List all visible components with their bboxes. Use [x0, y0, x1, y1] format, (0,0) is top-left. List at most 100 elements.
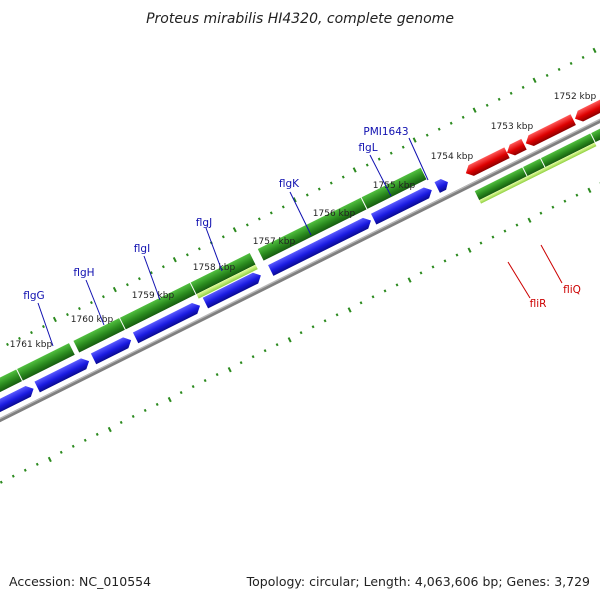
- tick-mark: [251, 355, 255, 359]
- gene-leader-line: [408, 137, 429, 181]
- tick-mark: [497, 97, 501, 101]
- tick-mark: [172, 256, 177, 263]
- kbp-label: 1752 kbp: [554, 92, 597, 102]
- tick-mark: [239, 361, 243, 365]
- tick-mark: [71, 444, 75, 448]
- cds-block: [474, 167, 527, 201]
- tick-mark: [425, 133, 429, 137]
- gene-label-fliR: fliR: [530, 298, 547, 310]
- tick-mark: [449, 121, 453, 125]
- gene-label-flgI: flgI: [134, 243, 150, 255]
- tick-mark: [437, 127, 441, 131]
- cds-block: [73, 318, 125, 353]
- tick-mark: [23, 468, 27, 472]
- tick-mark: [42, 324, 45, 329]
- kbp-label: 1758 kbp: [193, 263, 236, 273]
- tick-mark: [329, 181, 333, 185]
- tick-mark: [395, 283, 399, 287]
- gene-leader-line: [37, 302, 54, 347]
- gene-leader-line: [540, 244, 563, 284]
- gene-label-group: flgG flgH flgI flgJ flgK flgL PMI1643 fl…: [23, 126, 581, 347]
- tick-mark: [527, 217, 532, 223]
- cds-arrow: [434, 179, 448, 193]
- inner-tick-ring: [0, 181, 600, 484]
- cds-arrow: [370, 187, 432, 225]
- tick-mark: [563, 199, 567, 203]
- cds-arrow: [525, 114, 576, 147]
- gene-label-flgH: flgH: [73, 267, 94, 279]
- kbp-label: 1753 kbp: [491, 122, 534, 132]
- tick-mark: [161, 265, 165, 269]
- tick-mark: [365, 163, 369, 167]
- tick-mark: [107, 426, 112, 433]
- outer-tick-ring: [6, 47, 597, 347]
- tick-mark: [101, 295, 105, 299]
- tick-mark: [59, 450, 63, 454]
- tick-mark: [352, 167, 357, 173]
- tick-mark: [299, 331, 303, 335]
- tick-mark: [532, 77, 537, 83]
- reverse-red-cds-row: [465, 81, 600, 176]
- gene-leader-line: [369, 154, 392, 197]
- tick-mark: [65, 313, 69, 317]
- tick-mark: [461, 115, 465, 119]
- tick-mark: [77, 307, 81, 311]
- tick-mark: [545, 73, 549, 77]
- tick-mark: [35, 462, 39, 466]
- tick-mark: [89, 301, 93, 305]
- tick-mark: [6, 342, 9, 347]
- cds-arrow: [202, 272, 261, 309]
- tick-mark: [197, 247, 201, 251]
- kbp-label: 1756 kbp: [313, 209, 356, 219]
- tick-mark: [472, 107, 477, 113]
- kbp-label: 1760 kbp: [71, 315, 114, 325]
- gene-label-flgK: flgK: [279, 178, 300, 190]
- tick-mark: [335, 313, 339, 317]
- cds-arrow: [0, 386, 34, 423]
- tick-mark: [412, 137, 417, 143]
- tick-mark: [203, 379, 207, 383]
- tick-mark: [341, 175, 345, 179]
- backbone-highlight: [0, 61, 600, 447]
- cds-arrow: [132, 303, 201, 344]
- tick-mark: [455, 253, 459, 257]
- tick-mark: [323, 319, 327, 323]
- kbp-label: 1754 kbp: [431, 152, 474, 162]
- cds-arrow: [575, 81, 600, 122]
- tick-mark: [592, 47, 597, 54]
- tick-mark: [292, 197, 297, 203]
- tick-mark: [443, 259, 447, 263]
- tick-mark: [215, 373, 219, 377]
- cds-block: [257, 197, 367, 261]
- cds-feature-yellowgreen: [479, 142, 597, 204]
- tick-mark: [467, 247, 472, 253]
- tick-mark: [317, 187, 321, 191]
- tick-mark: [0, 480, 3, 484]
- gene-label-flgG: flgG: [23, 290, 44, 302]
- tick-mark: [83, 438, 87, 442]
- forward-blue-cds-row: [0, 179, 448, 423]
- cds-arrow: [90, 337, 132, 365]
- gene-leader-line: [507, 261, 531, 299]
- tick-mark: [125, 283, 129, 287]
- cds-arrow: [268, 217, 371, 276]
- gene-leader-line: [205, 227, 223, 272]
- cds-feature-yellowgreen: [196, 264, 258, 299]
- tick-mark: [281, 205, 285, 209]
- tick-mark: [419, 271, 423, 275]
- tick-mark: [179, 390, 183, 395]
- cds-block: [523, 158, 545, 176]
- kbp-label: 1761 kbp: [10, 340, 53, 350]
- tick-mark: [167, 396, 172, 403]
- tick-mark: [575, 193, 579, 197]
- tick-mark: [143, 408, 147, 413]
- tick-mark: [491, 235, 495, 239]
- gene-label-flgL: flgL: [358, 142, 377, 154]
- tick-mark: [383, 289, 387, 293]
- tick-mark: [95, 432, 99, 436]
- tick-mark: [221, 235, 225, 239]
- cds-arrow: [34, 358, 90, 393]
- gene-leader-line: [85, 279, 105, 326]
- genome-track: [0, 47, 600, 484]
